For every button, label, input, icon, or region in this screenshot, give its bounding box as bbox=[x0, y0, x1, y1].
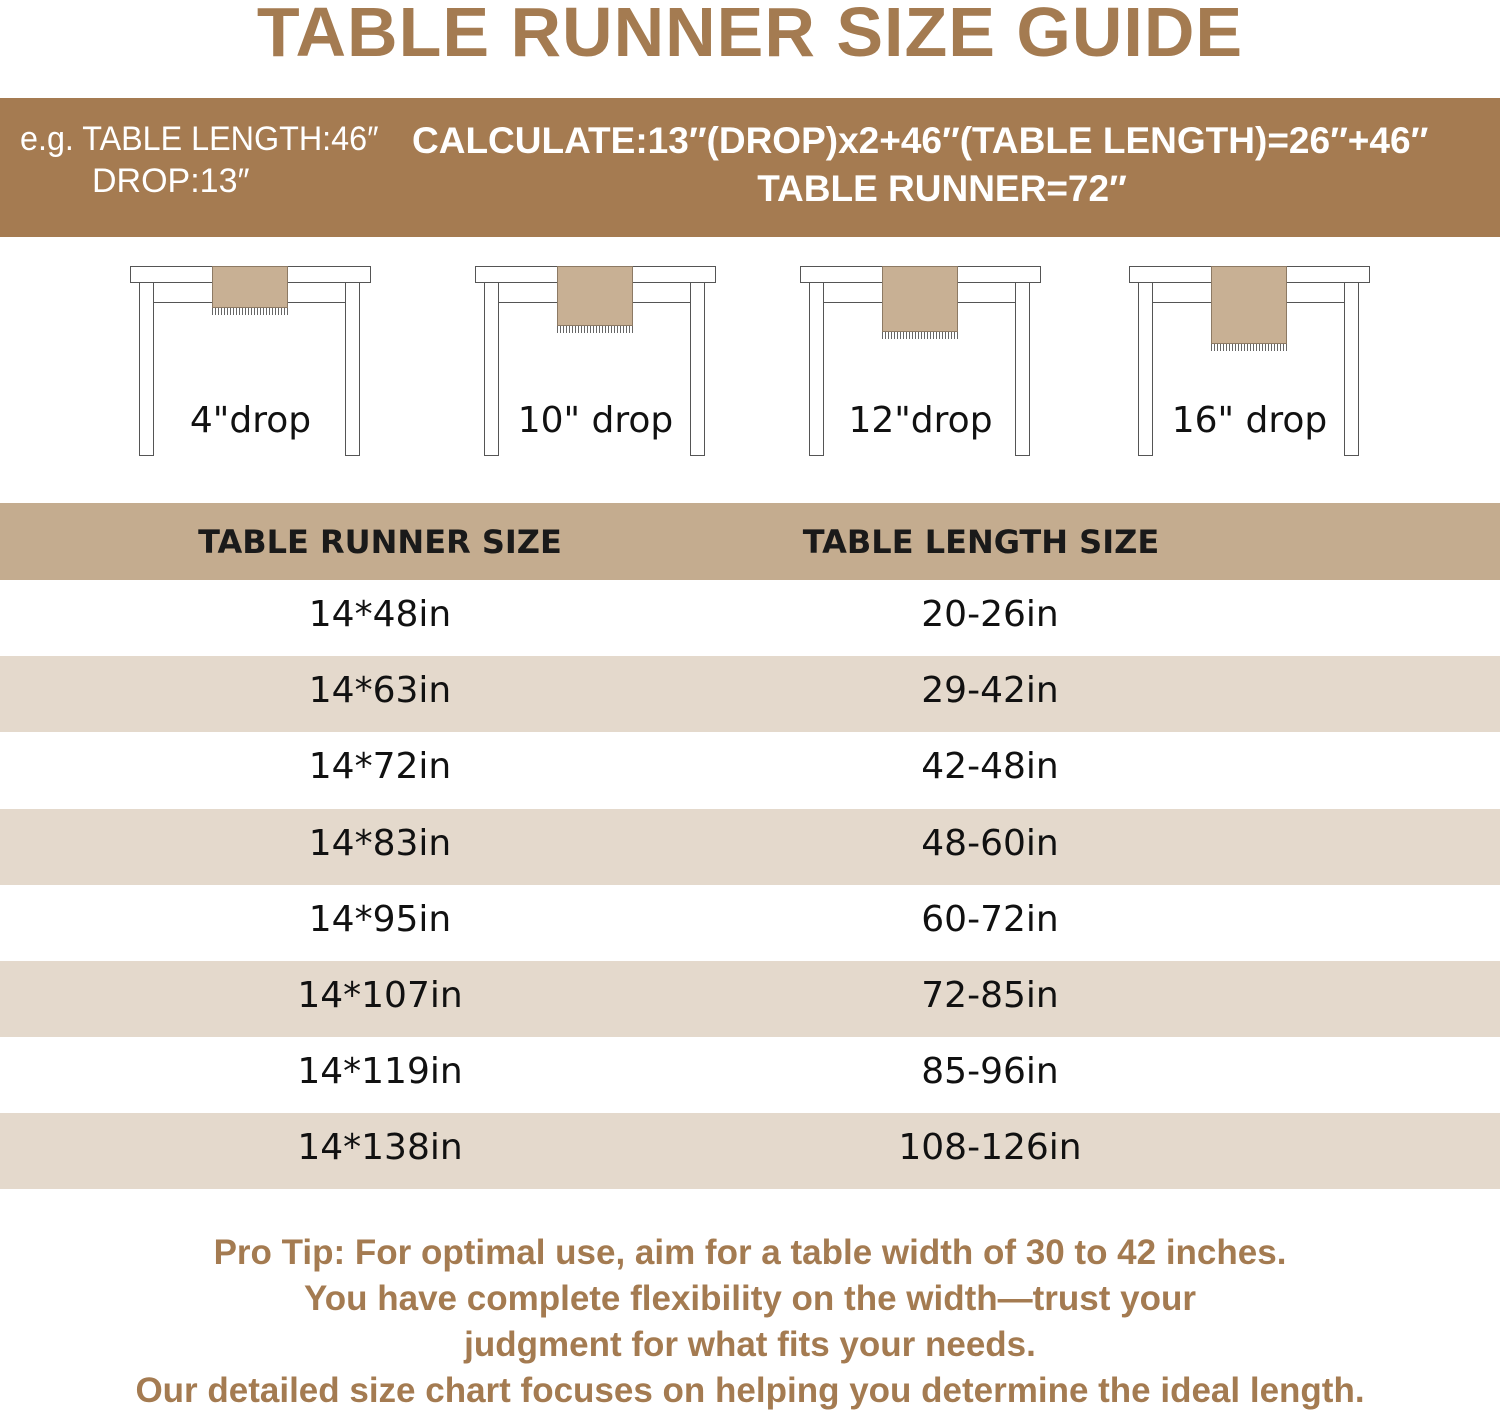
table-length-cell: 60-72in bbox=[921, 898, 1059, 940]
header-runner-size: TABLE RUNNER SIZE bbox=[198, 523, 562, 561]
runner-shape bbox=[557, 266, 633, 326]
drop-label: 12"drop bbox=[848, 400, 993, 441]
calculation: CALCULATE:13″(DROP)x2+46″(TABLE LENGTH)=… bbox=[412, 120, 1429, 161]
table-length-cell: 48-60in bbox=[921, 822, 1059, 864]
example-banner: e.g. TABLE LENGTH:46″ DROP:13″ CALCULATE… bbox=[0, 98, 1500, 237]
table-length-cell: 20-26in bbox=[921, 594, 1059, 635]
calculation-result: TABLE RUNNER=72″ bbox=[757, 168, 1127, 209]
table-length-cell: 85-96in bbox=[921, 1051, 1059, 1093]
table-row: 14*72in 42-48in bbox=[0, 732, 1500, 808]
runner-shape bbox=[1211, 266, 1287, 344]
table-drop-illustration: 4"drop bbox=[130, 266, 371, 456]
header-table-length: TABLE LENGTH SIZE bbox=[802, 523, 1160, 561]
table-drop-illustration: 12"drop bbox=[800, 266, 1041, 456]
page-title: TABLE RUNNER SIZE GUIDE bbox=[256, 0, 1244, 71]
runner-fringe bbox=[882, 332, 958, 339]
table-length-cell: 29-42in bbox=[921, 670, 1059, 712]
table-row: 14*83in 48-60in bbox=[0, 808, 1500, 885]
runner-fringe bbox=[557, 326, 633, 333]
table-row: 14*138in 108-126in bbox=[0, 1113, 1500, 1190]
runner-size-cell: 14*63in bbox=[308, 670, 452, 712]
runner-fringe bbox=[212, 308, 288, 315]
pro-tip-line: Pro Tip: For optimal use, aim for a tabl… bbox=[213, 1233, 1287, 1272]
table-row: 14*119in 85-96in bbox=[0, 1037, 1500, 1113]
table-length-cell: 108-126in bbox=[898, 1127, 1082, 1169]
table-row: 14*48in 20-26in bbox=[0, 580, 1500, 656]
runner-size-cell: 14*138in bbox=[297, 1127, 463, 1169]
drop-label: 10" drop bbox=[517, 400, 674, 441]
runner-size-cell: 14*107in bbox=[297, 975, 463, 1016]
runner-size-cell: 14*48in bbox=[308, 594, 452, 635]
runner-size-cell: 14*72in bbox=[308, 746, 452, 788]
drop-label: 4"drop bbox=[189, 400, 312, 441]
runner-shape bbox=[212, 266, 288, 308]
table-header: TABLE RUNNER SIZE TABLE LENGTH SIZE bbox=[0, 503, 1500, 580]
runner-size-cell: 14*95in bbox=[308, 898, 452, 940]
table-drop-illustration: 10" drop bbox=[475, 266, 716, 456]
pro-tip-line: judgment for what fits your needs. bbox=[464, 1325, 1036, 1364]
runner-size-cell: 14*83in bbox=[308, 822, 452, 864]
example-length: e.g. TABLE LENGTH:46″ bbox=[20, 120, 379, 158]
table-length-cell: 42-48in bbox=[921, 746, 1059, 788]
pro-tip-line: Our detailed size chart focuses on helpi… bbox=[135, 1371, 1365, 1410]
example-drop: DROP:13″ bbox=[92, 162, 250, 200]
table-row: 14*107in 72-85in bbox=[0, 961, 1500, 1037]
table-length-cell: 72-85in bbox=[921, 975, 1059, 1016]
table-row: 14*63in 29-42in bbox=[0, 656, 1500, 733]
table-row: 14*95in 60-72in bbox=[0, 885, 1500, 961]
runner-size-cell: 14*119in bbox=[297, 1051, 463, 1093]
table-drop-illustration: 16" drop bbox=[1129, 266, 1370, 456]
runner-fringe bbox=[1211, 344, 1287, 351]
runner-shape bbox=[882, 266, 958, 332]
drop-label: 16" drop bbox=[1171, 400, 1328, 441]
pro-tip-line: You have complete flexibility on the wid… bbox=[304, 1279, 1196, 1318]
